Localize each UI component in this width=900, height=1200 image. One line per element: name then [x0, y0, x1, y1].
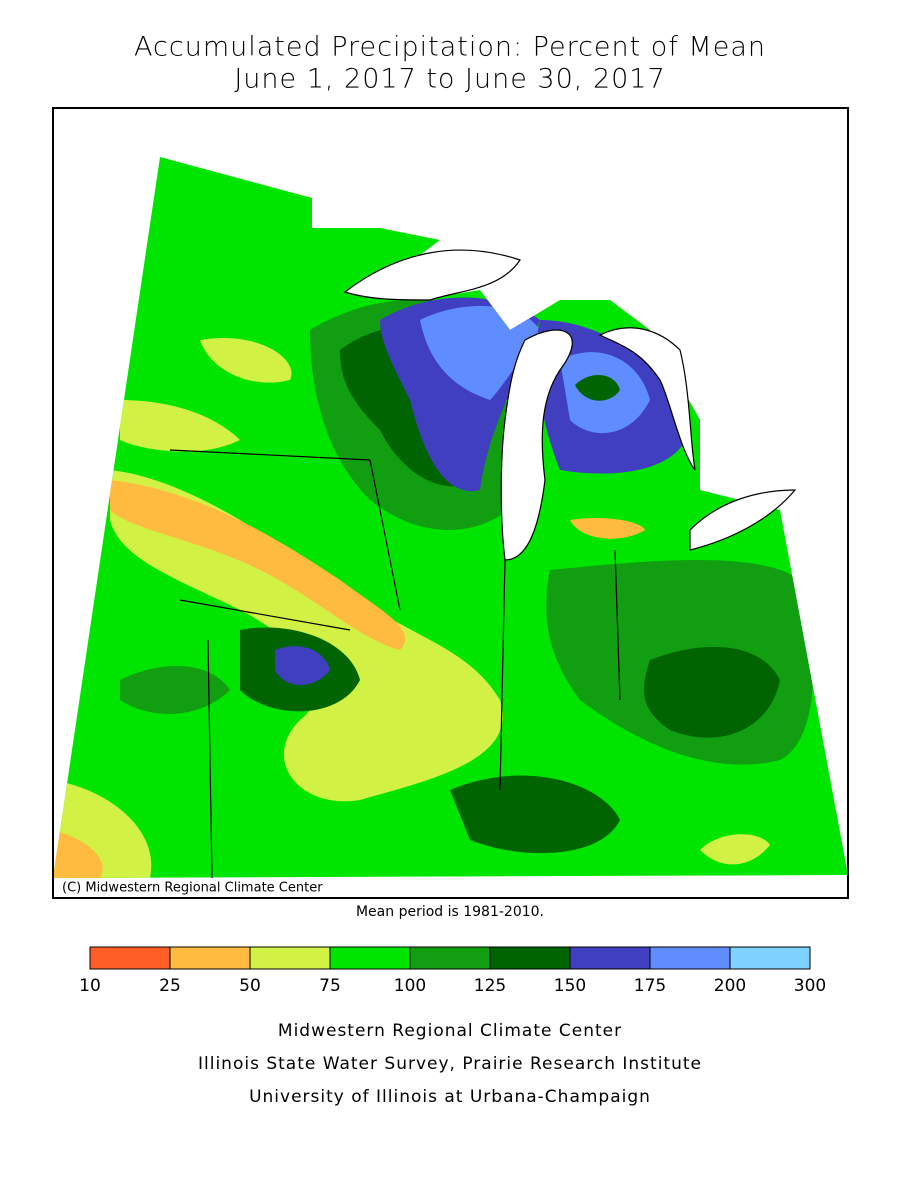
legend-swatch: [409, 946, 491, 970]
legend-tick-label: 150: [554, 976, 586, 996]
title-line: June 1, 2017 to June 30, 2017: [234, 64, 665, 95]
legend-tick-label: 175: [634, 976, 666, 996]
legend-tick-label: 200: [714, 976, 746, 996]
legend-tick-label: 125: [474, 976, 506, 996]
footer-line: Midwestern Regional Climate Center: [278, 1021, 622, 1041]
legend-tick-label: 10: [79, 976, 101, 996]
legend-tick-label: 300: [794, 976, 826, 996]
footer-line: Illinois State Water Survey, Prairie Res…: [198, 1054, 702, 1074]
mean-period: Mean period is 1981-2010.: [356, 904, 544, 920]
copyright: (C) Midwestern Regional Climate Center: [62, 881, 323, 896]
legend-tick-label: 100: [394, 976, 426, 996]
legend-tick-label: 75: [319, 976, 341, 996]
map: (C) Midwestern Regional Climate Center: [52, 107, 849, 899]
legend-swatch: [89, 946, 171, 970]
title-line: Accumulated Precipitation: Percent of Me…: [134, 32, 766, 63]
legend-swatch: [249, 946, 331, 970]
legend-tick-label: 50: [239, 976, 261, 996]
map-frame: [52, 107, 849, 899]
legend-tick-label: 25: [159, 976, 181, 996]
footer-line: University of Illinois at Urbana-Champai…: [249, 1087, 651, 1107]
legend-swatch: [329, 946, 411, 970]
legend-swatch: [569, 946, 651, 970]
legend-swatch: [489, 946, 571, 970]
legend-swatch: [649, 946, 731, 970]
legend: 10 25 50 75 100 125 150 175 200 300: [79, 946, 826, 996]
legend-swatch: [729, 946, 811, 970]
copyright-box: [55, 879, 338, 897]
legend-swatch: [169, 946, 251, 970]
